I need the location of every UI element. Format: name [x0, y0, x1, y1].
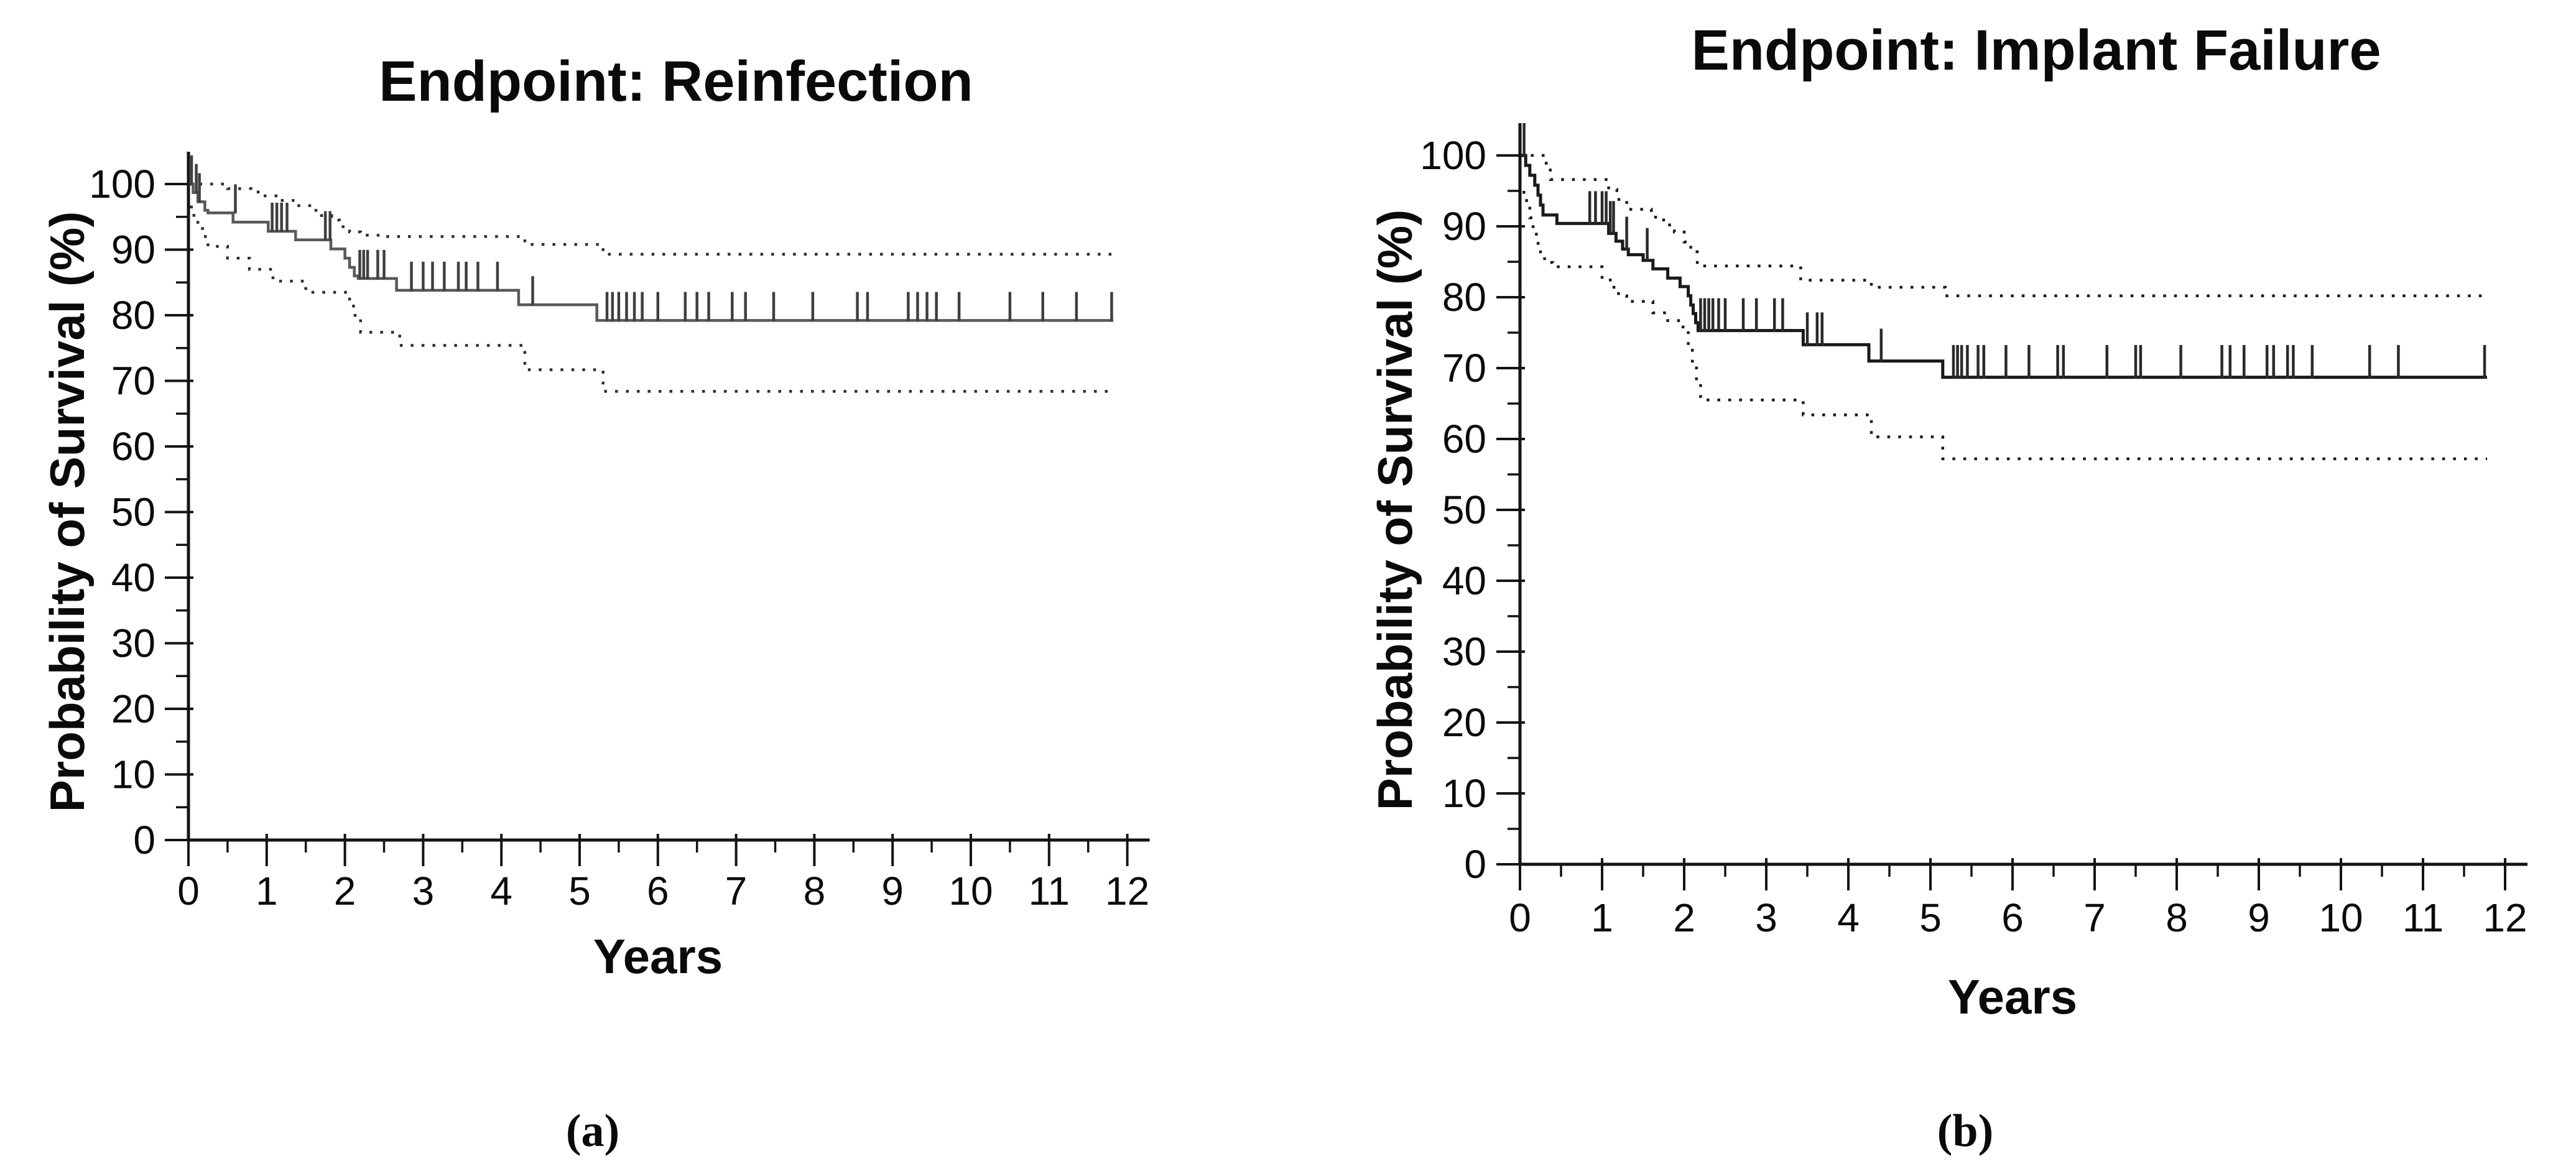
- x-tick-label: 4: [1837, 895, 1860, 940]
- x-tick-label: 12: [2483, 895, 2527, 940]
- km-chart-implant-failure: Endpoint: Implant Failure Probability of…: [1368, 19, 2527, 1157]
- y-tick-label: 70: [111, 359, 155, 404]
- x-tick-label: 5: [1919, 895, 1942, 940]
- x-tick-label: 4: [490, 869, 512, 913]
- x-tick-label: 8: [2166, 895, 2188, 940]
- y-axis-label: Probability of Survival (%): [40, 211, 95, 813]
- x-tick-label: 12: [1105, 869, 1149, 913]
- x-tick-label: 6: [647, 869, 669, 913]
- y-tick-label: 50: [1442, 487, 1486, 532]
- ci-lower-curve: [190, 205, 1113, 393]
- y-tick-label: 10: [111, 752, 155, 797]
- y-tick-label: 60: [111, 424, 155, 469]
- ci-upper-curve: [1520, 154, 2487, 297]
- x-tick-label: 2: [334, 869, 356, 913]
- x-tick-label: 10: [948, 869, 993, 913]
- y-tick-label: 40: [1442, 558, 1486, 603]
- x-tick-label: 11: [2402, 895, 2444, 940]
- y-tick-label: 20: [111, 686, 155, 731]
- x-tick-label: 8: [804, 869, 826, 913]
- ci-upper-curve: [188, 182, 1113, 256]
- chart-title: Endpoint: Implant Failure: [1691, 19, 2381, 82]
- panel-caption-b: (b): [1937, 1106, 1993, 1157]
- x-tick-label: 9: [2248, 895, 2270, 940]
- x-tick-label: 0: [1509, 895, 1531, 940]
- x-tick-label: 7: [2083, 895, 2106, 940]
- y-tick-label: 80: [1442, 275, 1486, 320]
- x-tick-label: 1: [256, 869, 278, 913]
- x-tick-label: 11: [1029, 869, 1070, 913]
- survival-curve: [1520, 154, 2487, 379]
- y-tick-label: 60: [1442, 417, 1486, 461]
- chart-title: Endpoint: Reinfection: [379, 50, 973, 113]
- x-tick-label: 2: [1673, 895, 1695, 940]
- y-tick-label: 100: [1420, 133, 1486, 178]
- x-tick-label: 7: [725, 869, 748, 913]
- x-tick-label: 3: [412, 869, 435, 913]
- y-axis-label: Probability of Survival (%): [1368, 210, 1422, 811]
- x-tick-label: 1: [1591, 895, 1613, 940]
- km-chart-reinfection: Endpoint: Reinfection Probability of Sur…: [40, 50, 1150, 1157]
- y-tick-label: 0: [1464, 842, 1486, 887]
- survival-curve: [188, 182, 1113, 322]
- y-tick-label: 40: [111, 555, 155, 600]
- y-tick-label: 90: [111, 228, 155, 272]
- x-tick-label: 10: [2319, 895, 2363, 940]
- x-tick-label: 0: [177, 869, 200, 913]
- panel-caption-a: (a): [566, 1106, 619, 1157]
- y-tick-label: 70: [1442, 346, 1486, 390]
- x-axis-label: Years: [593, 929, 723, 984]
- x-tick-label: 9: [881, 869, 904, 913]
- ci-lower-curve: [1522, 191, 2487, 461]
- y-tick-label: 80: [111, 293, 155, 338]
- y-tick-label: 90: [1442, 204, 1486, 249]
- x-tick-label: 6: [2001, 895, 2024, 940]
- y-tick-label: 100: [89, 162, 155, 206]
- y-tick-label: 50: [111, 490, 155, 535]
- x-axis-label: Years: [1948, 969, 2077, 1024]
- y-tick-label: 0: [133, 818, 155, 862]
- y-tick-label: 20: [1442, 700, 1486, 745]
- y-tick-label: 30: [1442, 629, 1486, 674]
- y-tick-label: 30: [111, 621, 155, 666]
- x-tick-label: 3: [1755, 895, 1777, 940]
- y-tick-label: 10: [1442, 771, 1486, 816]
- x-tick-label: 5: [568, 869, 591, 913]
